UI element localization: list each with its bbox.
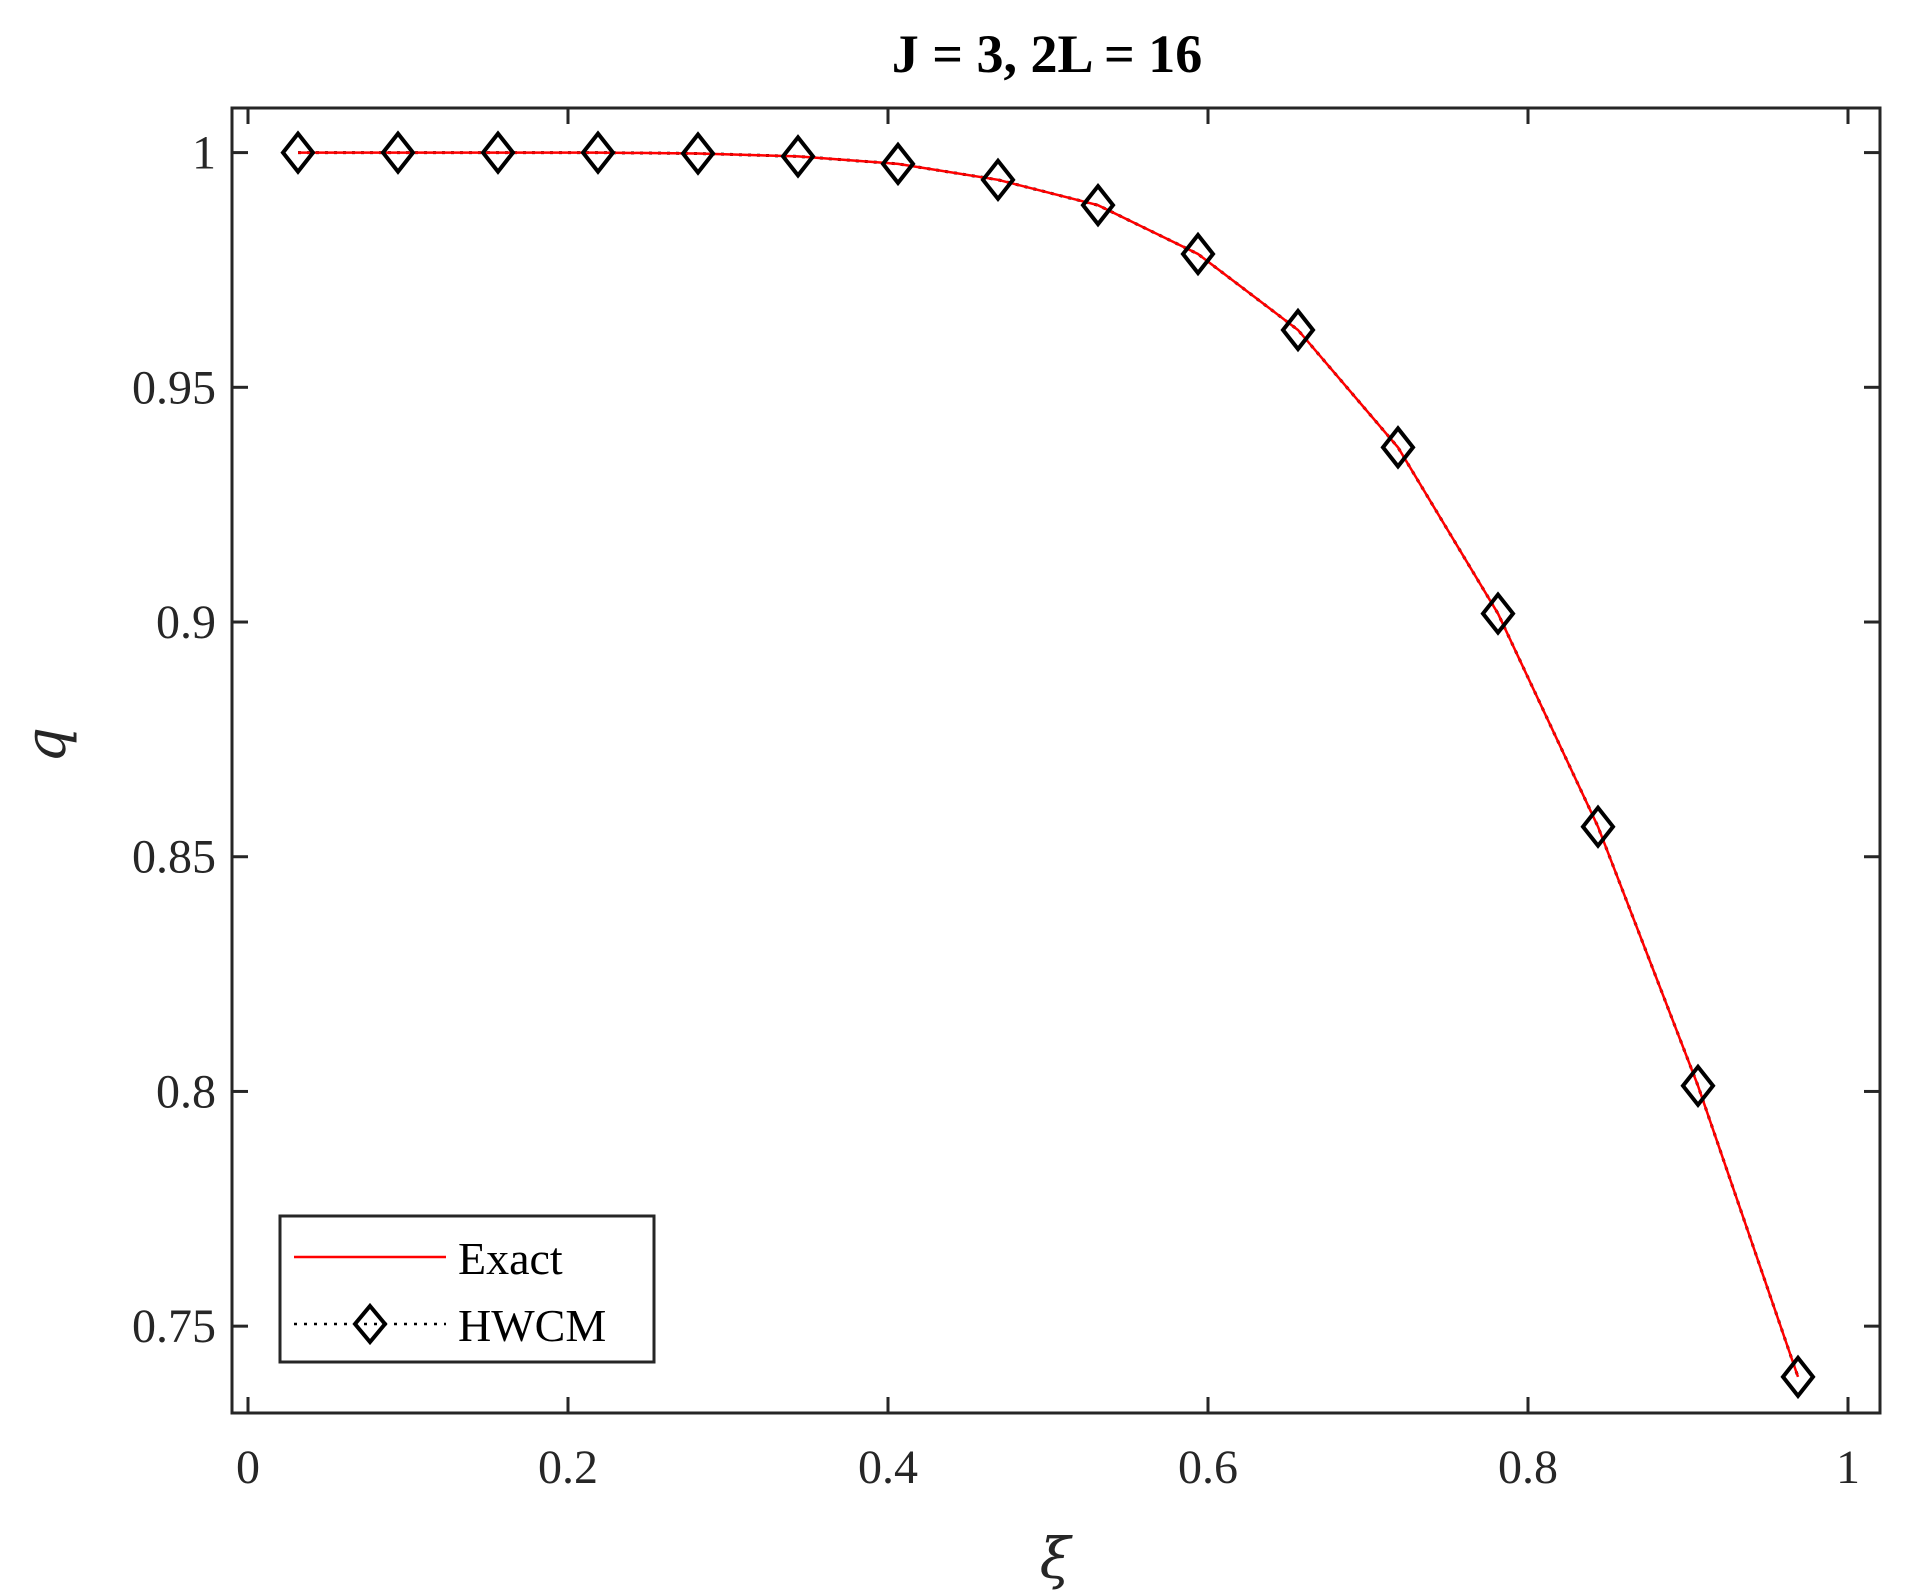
plot-area <box>280 130 1816 1400</box>
hwcm-marker <box>880 141 916 187</box>
y-tick-label: 0.8 <box>156 1065 216 1118</box>
x-tick-label: 0.8 <box>1498 1441 1558 1494</box>
series-exact-line <box>298 151 1800 1378</box>
hwcm-marker <box>380 130 416 175</box>
hwcm-marker <box>1180 231 1216 277</box>
y-tick-label: 0.85 <box>132 831 216 884</box>
x-tick-label: 0.2 <box>538 1441 598 1494</box>
hwcm-marker <box>280 130 316 175</box>
y-axis-label: q <box>14 727 79 763</box>
x-tick-label: 1 <box>1836 1441 1860 1494</box>
chart-title: J = 3, 2L = 16 <box>892 24 1203 84</box>
hwcm-marker <box>480 130 516 175</box>
hwcm-marker <box>1380 425 1416 470</box>
hwcm-marker <box>680 131 716 176</box>
hwcm-marker <box>980 157 1016 203</box>
hwcm-marker <box>1080 182 1116 228</box>
y-tick-label: 0.95 <box>132 361 216 414</box>
hwcm-marker <box>1480 591 1516 636</box>
x-tick-label: 0.6 <box>1178 1441 1238 1494</box>
hwcm-marker <box>780 134 816 179</box>
hwcm-marker <box>1680 1063 1716 1109</box>
hwcm-marker <box>1580 804 1616 849</box>
hwcm-marker <box>1780 1354 1816 1400</box>
x-tick-label: 0.4 <box>858 1441 918 1494</box>
ticks-layer: 0 0.2 0.4 0.6 0.8 1 0.75 0.8 0.85 0.9 0.95 1 <box>132 108 1880 1494</box>
legend-exact-label: Exact <box>458 1233 563 1284</box>
legend-box <box>278 1214 656 1364</box>
legend-hwcm-marker <box>352 1302 388 1346</box>
y-tick-label: 0.9 <box>156 596 216 649</box>
x-tick-label: 0 <box>236 1441 260 1494</box>
legend: Exact HWCM <box>278 1214 656 1364</box>
axes-box <box>230 106 1882 1415</box>
series-layer <box>280 130 1816 1400</box>
hwcm-marker <box>1280 307 1316 353</box>
y-tick-label: 0.75 <box>132 1300 216 1353</box>
y-tick-label: 1 <box>192 127 216 180</box>
hwcm-marker <box>580 130 616 175</box>
legend-hwcm-label: HWCM <box>458 1300 606 1351</box>
x-axis-label: ξ <box>1040 1527 1074 1592</box>
